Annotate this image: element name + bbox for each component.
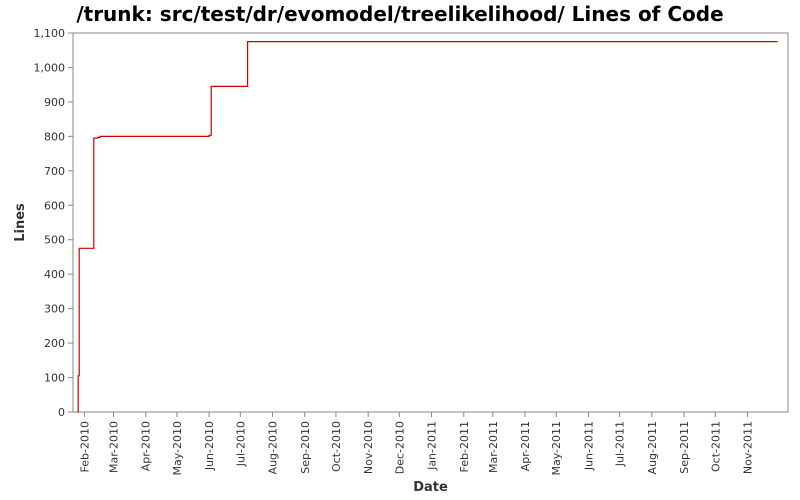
y-axis: 0 100 200 300 400 500 600 700 800 900 1,000 1,100 [34, 27, 73, 419]
x-tick-label: Mar-2011 [487, 421, 500, 473]
x-tick-label: Dec-2010 [393, 421, 406, 474]
x-tick-label: Nov-2011 [741, 421, 754, 474]
chart-title: /trunk: src/test/dr/evomodel/treelikelih… [76, 2, 724, 26]
y-tick-label: 400 [44, 268, 65, 281]
x-tick-label: Mar-2010 [108, 421, 121, 473]
x-tick-label: Feb-2011 [458, 421, 471, 472]
y-tick-label: 1,000 [34, 61, 66, 74]
series-line [77, 41, 778, 413]
x-tick-label: Apr-2011 [519, 421, 532, 471]
x-tick-label: Apr-2010 [140, 421, 153, 471]
x-tick-label: Sep-2011 [678, 421, 691, 474]
y-tick-label: 800 [44, 130, 65, 143]
x-tick-label: May-2010 [171, 421, 184, 476]
x-tick-label: Jun-2010 [203, 421, 216, 471]
x-tick-label: Feb-2010 [78, 421, 91, 472]
y-tick-label: 700 [44, 165, 65, 178]
x-tick-label: Aug-2010 [267, 421, 280, 474]
y-axis-title: Lines [13, 203, 28, 242]
y-tick-label: 900 [44, 96, 65, 109]
x-tick-label: Jan-2011 [426, 421, 439, 471]
x-tick-label: Aug-2011 [646, 421, 659, 474]
x-tick-label: Sep-2010 [299, 421, 312, 474]
x-tick-label: Jun-2011 [582, 421, 595, 471]
series-layer [77, 41, 778, 413]
x-tick-label: May-2011 [550, 421, 563, 476]
y-tick-label: 600 [44, 199, 65, 212]
y-tick-label: 100 [44, 372, 65, 385]
x-tick-label: Oct-2011 [709, 421, 722, 472]
y-tick-label: 0 [58, 406, 65, 419]
y-tick-label: 500 [44, 234, 65, 247]
x-tick-label: Nov-2010 [362, 421, 375, 474]
y-tick-label: 200 [44, 337, 65, 350]
y-tick-label: 1,100 [34, 27, 66, 40]
y-tick-label: 300 [44, 303, 65, 316]
x-tick-label: Oct-2010 [330, 421, 343, 472]
x-axis: Feb-2010 Mar-2010 Apr-2010 May-2010 Jun-2010… [78, 412, 754, 476]
x-tick-label: Jul-2011 [614, 421, 627, 467]
x-axis-title: Date [413, 480, 448, 495]
x-tick-label: Jul-2010 [234, 421, 247, 467]
plot-area [72, 32, 789, 413]
